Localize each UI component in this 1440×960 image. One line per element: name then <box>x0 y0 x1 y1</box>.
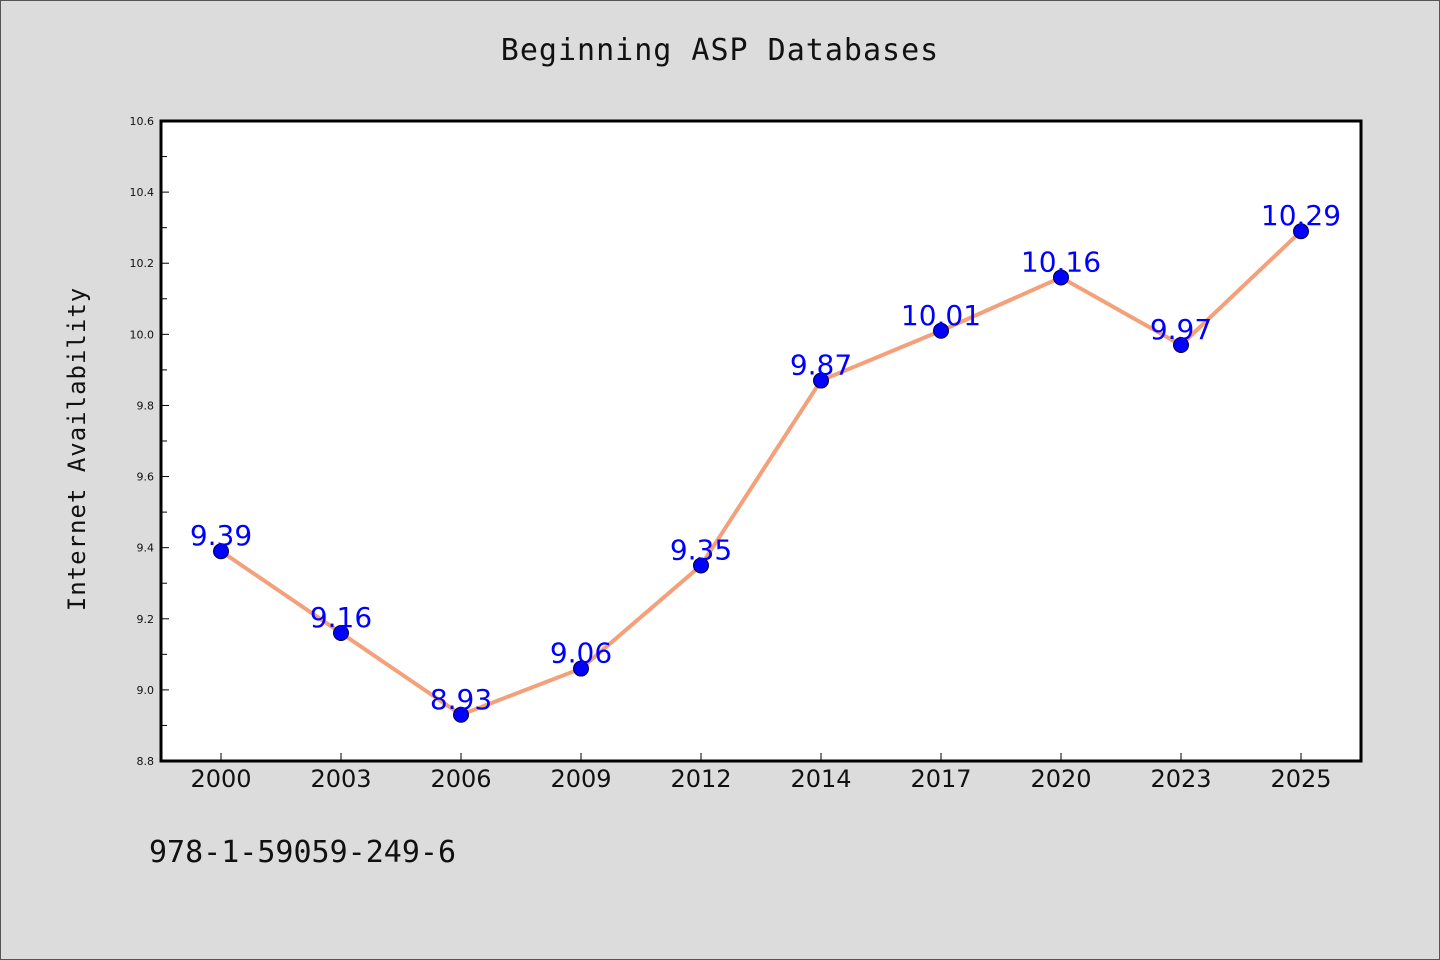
data-point <box>213 543 229 560</box>
data-point <box>453 706 469 723</box>
y-tick-label: 9.2 <box>137 613 155 626</box>
y-tick-label: 9.4 <box>137 542 155 555</box>
x-tick-label: 2025 <box>1270 765 1331 793</box>
data-point <box>1053 269 1069 286</box>
y-axis-label: Internet Availability <box>63 286 91 612</box>
data-label: 9.87 <box>790 349 852 382</box>
data-point <box>333 625 349 641</box>
x-tick-label: 2012 <box>670 765 731 793</box>
x-tick-label: 2014 <box>790 765 851 793</box>
y-axis: 8.8 9.0 9.2 9.4 9.6 9.8 10.0 10.2 10.4 10.6 <box>130 115 169 768</box>
x-tick-label: 2000 <box>190 765 251 793</box>
chart-title: Beginning ASP Databases <box>500 33 940 68</box>
y-tick-label: 9.8 <box>137 399 155 412</box>
x-tick-label: 2020 <box>1030 765 1091 793</box>
x-tick-label: 2003 <box>310 765 371 793</box>
data-point <box>573 660 589 677</box>
x-tick-label: 2009 <box>550 765 611 793</box>
series-layer: 9.39 9.16 8.93 9.06 9.35 9.87 10.01 10.16 9.97 10… <box>190 199 1341 723</box>
y-tick-label: 9.0 <box>137 684 155 697</box>
data-label: 9.35 <box>670 533 732 566</box>
data-point <box>1293 223 1309 240</box>
y-tick-label: 8.8 <box>137 755 155 768</box>
y-tick-label: 9.6 <box>137 471 155 484</box>
y-tick-label: 10.4 <box>130 186 155 199</box>
isbn-text: 978-1-59059-249-6 <box>149 835 457 870</box>
y-tick-label: 10.6 <box>130 115 155 128</box>
y-tick-label: 10.2 <box>130 257 155 270</box>
data-point <box>813 372 829 389</box>
data-point <box>1173 337 1189 353</box>
data-label: 10.01 <box>901 299 981 332</box>
data-point <box>693 557 709 574</box>
plot-area <box>159 119 1363 763</box>
data-label: 9.06 <box>550 637 612 670</box>
data-label: 9.16 <box>310 601 372 634</box>
data-point <box>933 322 949 339</box>
x-tick-label: 2023 <box>1150 765 1211 793</box>
x-tick-label: 2006 <box>430 765 491 793</box>
x-tick-label: 2017 <box>910 765 971 793</box>
series-line <box>219 229 1303 717</box>
data-label: 10.29 <box>1261 199 1341 232</box>
data-label: 9.97 <box>1150 313 1212 346</box>
data-label: 9.39 <box>190 519 252 552</box>
data-label: 8.93 <box>430 683 492 716</box>
data-label: 10.16 <box>1021 245 1101 278</box>
x-axis: 2000 2003 2006 2009 2012 2014 2017 2020 2023 2025 <box>190 753 1332 793</box>
y-tick-label: 10.0 <box>130 328 155 341</box>
